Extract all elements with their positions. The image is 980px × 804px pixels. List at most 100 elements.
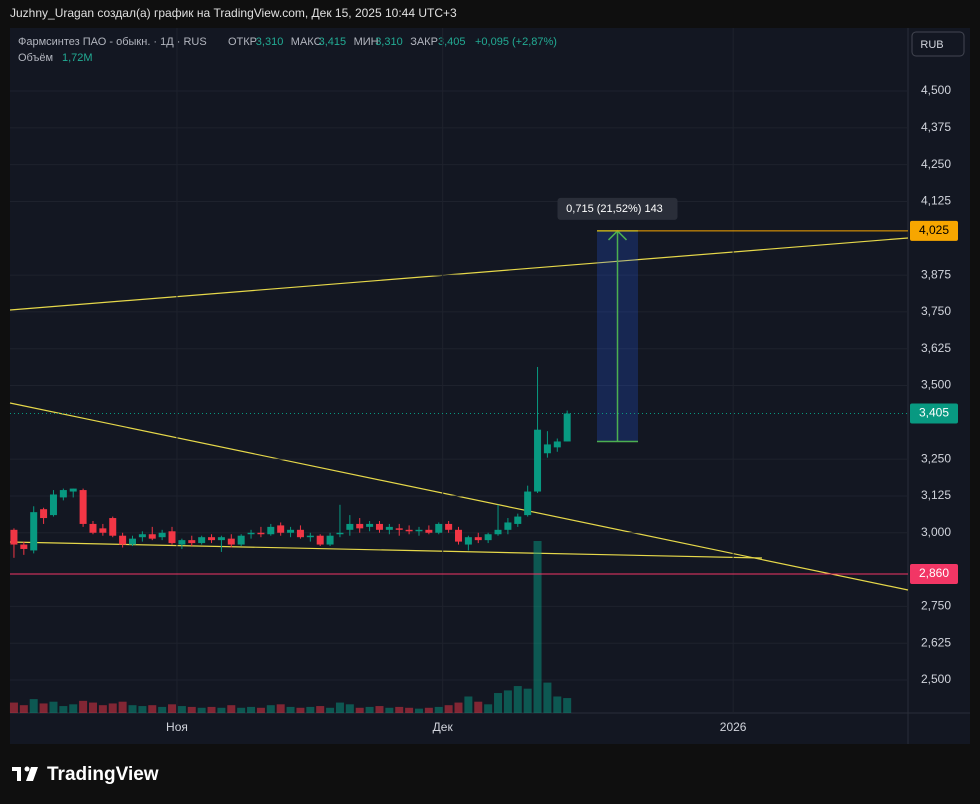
x-tick-label: Ноя [166,720,188,734]
candle-body [198,537,206,544]
candle-body [287,529,295,533]
candle-body [356,523,364,529]
candle-body [178,540,186,545]
volume-bar [474,701,483,713]
candle-body [336,532,344,535]
volume-bar [553,696,562,713]
volume-bar [158,706,167,713]
candle-body [20,544,28,549]
candle-body [504,522,512,530]
candle-body [227,538,235,545]
candle-body [49,494,57,516]
volume-bar [326,707,335,713]
volume-bar [237,707,246,713]
volume-bar [385,707,394,713]
measure-label: 0,715 (21,52%) 143 [566,203,663,215]
candle-body [514,516,522,524]
candle-body [119,535,127,545]
candle-body [445,523,453,530]
volume-bar [523,688,532,713]
y-tick-label: 2,750 [921,599,951,613]
volume-bar [98,705,107,713]
trend-line [9,541,763,559]
volume-bar [286,706,295,713]
legend-label: ЗАКР [410,36,438,48]
volume-bar [296,707,305,713]
candle-body [366,523,374,527]
y-tick-label: 3,500 [921,378,951,392]
volume-bar [9,702,18,713]
volume-bar [266,705,275,713]
logo-text: TradingView [47,764,159,785]
candle-body [553,441,561,448]
volume-bar [543,682,552,713]
logo-mark [12,767,21,771]
plot: 0,715 (21,52%) 143 [9,28,908,713]
volume-bar [227,705,236,713]
candle-body [375,523,383,530]
y-tick-label: 3,250 [921,451,951,465]
currency-button[interactable] [911,31,965,57]
legend-change: +0,095 (+2,87%) [475,36,557,48]
candle-body [455,529,463,542]
y-tick-label: 4,125 [921,194,951,208]
candle-body [257,532,265,535]
volume-bar [49,701,58,713]
price-label-bg [910,220,958,241]
price-label: 4,025 [919,223,949,237]
trend-line [9,402,909,591]
volume-bar [513,686,522,713]
volume-bar [79,700,88,713]
candle-body [158,532,166,538]
y-tick-label: 3,625 [921,341,951,355]
candle-body [326,535,334,545]
candle-body [30,512,38,551]
legend-value: 3,405 [438,36,466,48]
candle-body [69,488,77,492]
legend-value: 3,310 [256,36,284,48]
legend-label: ОТКР [228,36,257,48]
candle-body [10,529,18,545]
candle-body [395,528,403,530]
symbol: Фармсинтез ПАО - обыкн. · 1Д · RUS [18,36,207,48]
x-tick-label: 2026 [720,720,747,734]
y-tick-label: 4,250 [921,157,951,171]
candle-body [188,540,196,544]
logo-mark [17,767,21,781]
volume-bar [405,707,414,713]
candle-body [138,534,146,538]
volume-bar [434,706,443,713]
volume-bar [464,696,473,713]
candle-body [464,537,472,545]
candle-body [217,537,225,541]
legend-label: МАКС [291,36,322,48]
author-line: Juzhny_Uragan создал(а) график на Tradin… [10,6,457,20]
volume-bar [247,706,256,713]
volume-bar [177,706,186,713]
volume-bar [138,706,147,713]
price-label: 2,860 [919,566,949,580]
volume-bar [484,704,493,713]
candle-body [296,529,304,538]
candle-body [494,529,502,535]
candle-body [474,537,482,541]
legend-value: 3,310 [375,36,403,48]
candle-body [435,523,443,533]
volume-bar [256,707,265,713]
volume-bar [128,705,137,713]
volume-bar [355,707,364,713]
candle-body [168,531,176,544]
candle-body [524,491,532,516]
candle-body [405,529,413,532]
y-tick-label: 3,750 [921,304,951,318]
candle-body [237,535,245,545]
y-tick-label: 3,125 [921,488,951,502]
candle-body [484,534,492,541]
volume-bar [187,706,196,713]
volume-bar [276,704,285,713]
candle-body [563,413,571,442]
candle-body [415,529,423,532]
volume-bar [217,707,226,713]
